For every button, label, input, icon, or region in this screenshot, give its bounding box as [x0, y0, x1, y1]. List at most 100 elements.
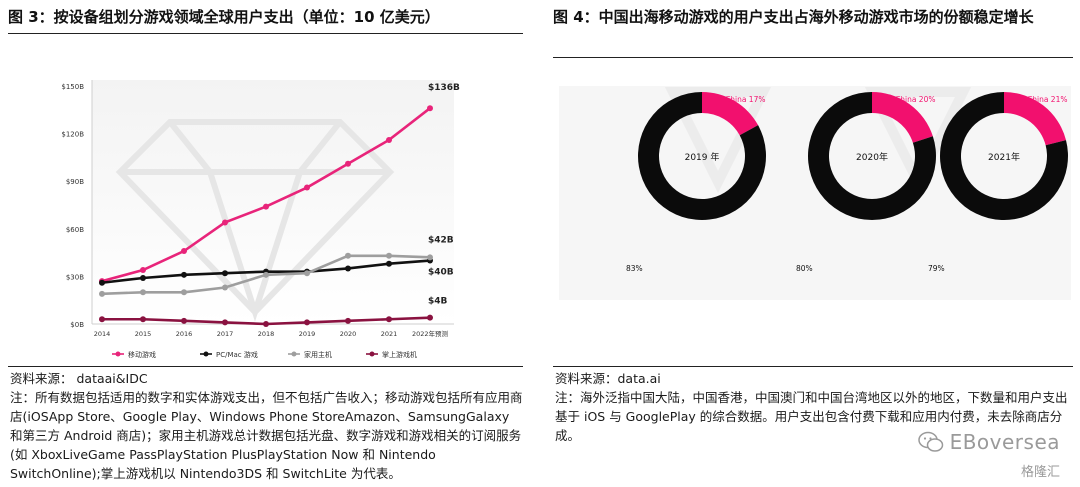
data-point	[304, 184, 310, 191]
data-point	[345, 160, 351, 167]
data-point	[345, 317, 351, 324]
right-figure-title: 图 4：中国出海移动游戏的用户支出占海外移动游戏市场的份额稳定增长	[553, 8, 1034, 26]
data-point	[427, 314, 433, 321]
left-notes-divider	[8, 366, 523, 367]
data-point	[140, 289, 146, 296]
data-point	[263, 321, 269, 327]
legend-label: PC/Mac 游戏	[216, 350, 258, 359]
legend-marker	[115, 351, 121, 357]
data-point	[304, 270, 310, 277]
series-end-label: $40B	[428, 268, 454, 278]
donut-slice	[702, 92, 759, 136]
right-title-divider	[553, 57, 1073, 58]
wechat-icon	[917, 431, 943, 452]
data-point	[427, 105, 433, 112]
data-point	[222, 319, 228, 326]
donut-center-label: 2019 年	[685, 151, 720, 163]
donut-group: 2019 年 China 17% 83% 2020年 China 20% 80% 2021年…	[626, 92, 1068, 273]
data-point	[386, 136, 392, 143]
chart-background	[559, 86, 1071, 300]
china-share-donut-charts: 2019 年 China 17% 83% 2020年 China 20% 80% 2021年…	[559, 86, 1071, 300]
legend-marker	[369, 351, 375, 357]
donut-slice	[940, 92, 1068, 220]
x-tick-label: 2020	[340, 330, 357, 338]
chart-legend: 移动游戏 PC/Mac 游戏 家用主机 掌上游戏机	[112, 350, 417, 359]
left-source-text: 资料来源： dataai&IDC	[10, 371, 148, 386]
data-point	[222, 219, 228, 226]
x-axis-ticks: 2014 2015 2016 2017 2018 2019 2020 2021 2022年预测	[94, 329, 449, 338]
data-point	[386, 260, 392, 267]
data-point	[263, 203, 269, 210]
plot-area	[559, 86, 1071, 300]
right-figure-panel: 图 4：中国出海移动游戏的用户支出占海外移动游戏市场的份额稳定增长 2019 年…	[553, 0, 1080, 487]
watermark: EBoversea	[917, 430, 1060, 454]
donut-rest-label: 83%	[626, 264, 643, 273]
data-point	[222, 284, 228, 291]
data-point	[345, 252, 351, 259]
left-title-divider	[8, 33, 523, 34]
legend-label: 掌上游戏机	[382, 350, 417, 359]
y-tick-label: $60B	[66, 226, 84, 234]
right-source-text: 资料来源：data.ai	[555, 371, 661, 386]
watermark-triangle	[664, 87, 772, 194]
x-tick-label: 2018	[258, 330, 275, 338]
x-tick-label: 2022年预测	[412, 329, 449, 338]
legend-label: 家用主机	[304, 350, 332, 359]
y-tick-label: $120B	[61, 131, 84, 139]
gem-facets	[167, 120, 343, 322]
donut-slice	[1004, 92, 1066, 146]
data-point	[386, 316, 392, 323]
data-point	[99, 290, 105, 297]
x-tick-label: 2016	[176, 330, 193, 338]
series-end-label: $4B	[428, 297, 448, 307]
x-tick-label: 2021	[381, 330, 398, 338]
donut-china-label: China 17%	[725, 95, 765, 104]
y-tick-label: $150B	[61, 83, 84, 91]
right-note-text: 注：海外泛指中国大陆，中国香港，中国澳门和中国台湾地区以外的地区，下数量和用户支…	[555, 390, 1068, 443]
spending-line-chart: $0B$30B$60B$90B$120B$150B 2014 2015 2016 20…	[61, 80, 460, 359]
x-tick-label: 2015	[135, 330, 152, 338]
donut-slice	[638, 92, 766, 221]
donut-china-label: China 21%	[1027, 95, 1067, 104]
data-point	[386, 252, 392, 259]
data-point	[140, 267, 146, 274]
watermark-triangle	[864, 87, 972, 194]
left-figure-title: 图 3：按设备组划分游戏领域全球用户支出（单位：10 亿美元）	[8, 8, 440, 26]
data-point	[140, 316, 146, 323]
legend-marker	[291, 351, 297, 357]
data-point	[181, 248, 187, 255]
data-point	[222, 270, 228, 277]
legend-label: 移动游戏	[128, 350, 156, 359]
x-tick-label: 2019	[299, 330, 316, 338]
diamond-watermark-icon	[115, 119, 395, 322]
donut-center-label: 2020年	[856, 151, 888, 163]
data-point	[427, 254, 433, 261]
data-point	[304, 319, 310, 326]
chart-series	[99, 105, 433, 327]
donut-slice	[808, 92, 936, 220]
y-tick-label: $0B	[70, 321, 84, 329]
data-point	[99, 316, 105, 323]
right-notes-divider	[553, 366, 1073, 367]
data-point	[263, 271, 269, 278]
watermark-brand: 格隆汇	[1020, 465, 1060, 480]
donut-slice	[872, 92, 933, 143]
y-axis-ticks: $0B $30B $60B $90B $120B $150B	[61, 83, 84, 329]
data-point	[345, 265, 351, 272]
x-tick-label: 2017	[217, 330, 234, 338]
gem-outline	[115, 119, 395, 317]
series-end-labels: $136B $40B $42B $4B	[428, 83, 460, 306]
series-end-label: $42B	[428, 235, 454, 245]
y-tick-label: $90B	[66, 178, 84, 186]
donut-center-label: 2021年	[988, 151, 1020, 163]
data-point	[181, 317, 187, 324]
donut-rest-label: 80%	[796, 264, 813, 273]
legend-marker	[203, 351, 209, 357]
left-figure-panel: 图 3：按设备组划分游戏领域全球用户支出（单位：10 亿美元） $0B $30B $…	[0, 0, 525, 487]
donut-rest-label: 79%	[928, 264, 945, 273]
watermark-text: EBoversea	[949, 430, 1060, 454]
x-tick-label: 2014	[94, 330, 111, 338]
data-point	[181, 271, 187, 278]
data-point	[99, 279, 105, 286]
data-point	[140, 274, 146, 281]
